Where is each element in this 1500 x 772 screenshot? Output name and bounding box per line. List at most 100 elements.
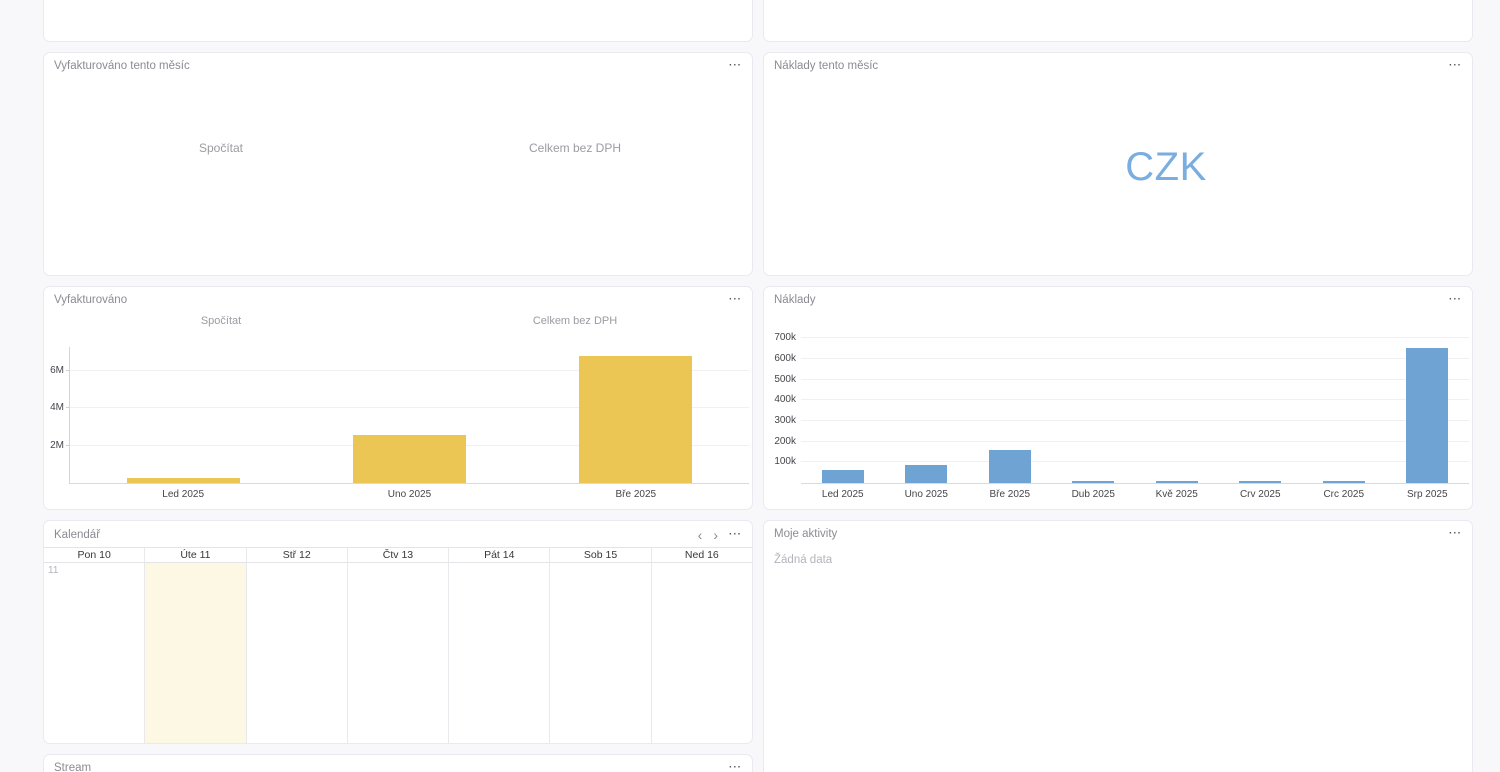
y-axis-tick-label: 300k (774, 414, 796, 426)
panel-menu-icon[interactable]: ··· (729, 529, 742, 540)
gridline (801, 399, 1469, 401)
x-axis-tick-label: Bře 2025 (989, 489, 1031, 500)
calendar-week-number: 11 (48, 565, 59, 576)
y-axis-tick-label: 100k (774, 456, 796, 468)
y-axis-tick (66, 444, 70, 446)
gridline (801, 440, 1469, 442)
panel-top-right-cutoff (763, 0, 1473, 42)
calendar-body-row: 11 (44, 563, 752, 743)
panel-title: Náklady (774, 294, 816, 306)
calendar-day-cell[interactable] (449, 563, 551, 743)
gridline (801, 419, 1469, 421)
gridline (801, 337, 1469, 339)
calendar-day-header: Stř 12 (247, 548, 348, 562)
calendar-day-cell[interactable] (652, 563, 752, 743)
panel-header: Kalendář ‹ › ··· (44, 521, 752, 546)
calendar-day-header: Čtv 13 (348, 548, 450, 562)
bar-srp-2025[interactable] (1406, 347, 1449, 483)
bar-kvě-2025[interactable] (1155, 481, 1198, 483)
bar-led-2025[interactable] (821, 469, 864, 483)
panel-title: Kalendář (54, 529, 101, 541)
x-axis-tick-label: Led 2025 (162, 489, 205, 500)
panel-title: Náklady tento měsíc (774, 60, 879, 72)
gridline (70, 370, 749, 372)
bar-led-2025[interactable] (126, 477, 240, 483)
y-axis-tick-label: 200k (774, 435, 796, 447)
panel-invoiced-this-month: Vyfakturováno tento měsíc ··· Spočítat C… (43, 52, 753, 276)
column-header-total-no-vat: Celkem bez DPH (532, 315, 618, 327)
panel-menu-icon[interactable]: ··· (1449, 528, 1462, 539)
column-header-count: Spočítat (198, 141, 244, 155)
panel-title: Stream (54, 762, 92, 772)
gridline (70, 407, 749, 409)
panel-my-activities: Moje aktivity ··· Žádná data (763, 520, 1473, 772)
calendar-next-icon[interactable]: › (713, 527, 718, 543)
column-header-total-no-vat: Celkem bez DPH (528, 141, 622, 155)
calendar-day-cell[interactable] (247, 563, 348, 743)
bar-crv-2025[interactable] (1239, 481, 1282, 483)
panel-title: Vyfakturováno tento měsíc (54, 60, 190, 72)
y-axis-tick-label: 500k (774, 373, 796, 385)
x-axis-tick-label: Kvě 2025 (1155, 489, 1198, 500)
calendar-day-cell-today[interactable] (145, 563, 247, 743)
calendar-day-header: Ned 16 (684, 549, 719, 561)
x-axis-tick-label: Dub 2025 (1071, 489, 1115, 500)
calendar-day-header: Sob 15 (550, 548, 652, 562)
panel-title: Vyfakturováno (54, 294, 128, 306)
panel-header: Vyfakturováno ··· (44, 287, 752, 310)
calendar-day-header: Pon 10 (44, 548, 146, 562)
calendar-day-cell[interactable] (550, 563, 652, 743)
y-axis-tick (66, 370, 70, 372)
gridline (801, 378, 1469, 380)
report-column-headers: Spočítat Celkem bez DPH (44, 141, 752, 155)
bar-crc-2025[interactable] (1322, 481, 1365, 483)
x-axis-tick-label: Bře 2025 (615, 489, 657, 500)
y-axis-tick-label: 2M (50, 439, 64, 451)
gridline (801, 461, 1469, 463)
y-axis-tick-label: 6M (50, 365, 64, 377)
panel-stream: Stream ··· (43, 754, 753, 772)
x-axis-tick-label: Crv 2025 (1239, 489, 1281, 500)
bar-bře-2025[interactable] (988, 449, 1031, 483)
calendar-controls: ‹ › ··· (698, 528, 742, 542)
calendar-day-header: Pát 14 (449, 548, 551, 562)
currency-value: CZK (1125, 145, 1207, 189)
y-axis-tick (66, 407, 70, 409)
calendar-prev-icon[interactable]: ‹ (697, 527, 703, 543)
panel-header: Moje aktivity ··· (764, 521, 1472, 544)
calendar-day-cell[interactable] (348, 563, 450, 743)
panel-menu-icon[interactable]: ··· (1449, 294, 1462, 305)
costs-bar-chart: 100k 200k 300k 400k 500k 600k 700k Led 2025 Uno … (774, 330, 1469, 500)
y-axis-tick-label: 600k (774, 352, 796, 364)
calendar-day-header: Úte 11 (145, 548, 247, 562)
panel-invoiced-chart: Vyfakturováno ··· Spočítat Celkem bez DP… (43, 286, 753, 510)
y-axis-tick-label: 700k (774, 332, 796, 344)
calendar-header-row: Pon 10 Úte 11 Stř 12 Čtv 13 Pát 14 Sob 15 Ned … (44, 547, 752, 563)
y-axis-tick-label: 400k (774, 394, 796, 406)
calendar-day-cell[interactable]: 11 (44, 563, 146, 743)
panel-header: Stream ··· (44, 755, 752, 772)
invoiced-bar-chart: 2M 4M 6M Led 2025 Uno 2025 Bře 2025 (50, 347, 749, 500)
bar-bře-2025[interactable] (579, 356, 693, 483)
panel-header: Vyfakturováno tento měsíc ··· (44, 53, 752, 76)
x-axis-tick-label: Crc 2025 (1323, 489, 1365, 500)
panel-top-left-cutoff (43, 0, 753, 42)
panel-calendar: Kalendář ‹ › ··· Pon 10 Úte 11 Stř 12 Čtv 1… (43, 520, 753, 744)
no-data-label: Žádná data (774, 554, 833, 566)
bar-uno-2025[interactable] (352, 434, 467, 483)
panel-title: Moje aktivity (774, 528, 838, 540)
panel-menu-icon[interactable]: ··· (1449, 60, 1462, 71)
x-axis-tick-label: Srp 2025 (1406, 489, 1448, 500)
bar-dub-2025[interactable] (1072, 481, 1115, 483)
x-axis-tick-label: Uno 2025 (387, 489, 432, 500)
y-axis-tick-label: 4M (50, 402, 64, 414)
panel-costs-this-month: Náklady tento měsíc ··· CZK (763, 52, 1473, 276)
x-axis-tick-label: Led 2025 (821, 489, 864, 500)
panel-header: Náklady ··· (764, 287, 1472, 310)
panel-menu-icon[interactable]: ··· (729, 762, 742, 772)
panel-menu-icon[interactable]: ··· (729, 60, 742, 71)
x-axis-tick-label: Uno 2025 (904, 489, 948, 500)
bar-uno-2025[interactable] (905, 465, 948, 483)
panel-menu-icon[interactable]: ··· (729, 294, 742, 305)
gridline (801, 357, 1469, 359)
